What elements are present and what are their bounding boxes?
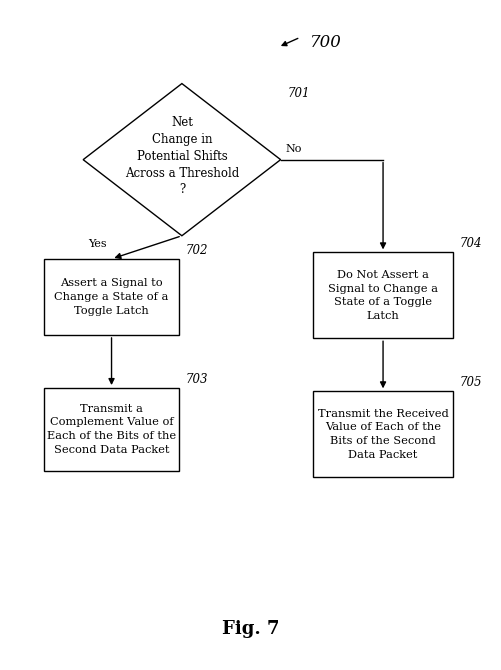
- Text: Net
Change in
Potential Shifts
Across a Threshold
?: Net Change in Potential Shifts Across a …: [125, 117, 238, 196]
- Polygon shape: [83, 84, 280, 236]
- Bar: [312, 253, 452, 338]
- Text: 703: 703: [185, 373, 207, 386]
- Text: 704: 704: [458, 237, 481, 251]
- Text: 702: 702: [185, 244, 207, 257]
- Text: 701: 701: [288, 87, 310, 100]
- Text: Fig. 7: Fig. 7: [222, 620, 279, 639]
- Bar: [312, 391, 452, 477]
- Bar: [44, 388, 179, 470]
- Text: 700: 700: [310, 34, 342, 51]
- Text: 705: 705: [458, 377, 481, 389]
- Text: Assert a Signal to
Change a State of a
Toggle Latch: Assert a Signal to Change a State of a T…: [54, 278, 168, 316]
- Text: Do Not Assert a
Signal to Change a
State of a Toggle
Latch: Do Not Assert a Signal to Change a State…: [327, 270, 437, 321]
- Text: Transmit a
Complement Value of
Each of the Bits of the
Second Data Packet: Transmit a Complement Value of Each of t…: [47, 404, 176, 455]
- Text: Yes: Yes: [88, 239, 106, 249]
- Text: No: No: [285, 144, 301, 154]
- Text: Transmit the Received
Value of Each of the
Bits of the Second
Data Packet: Transmit the Received Value of Each of t…: [317, 409, 447, 460]
- Bar: [44, 259, 179, 335]
